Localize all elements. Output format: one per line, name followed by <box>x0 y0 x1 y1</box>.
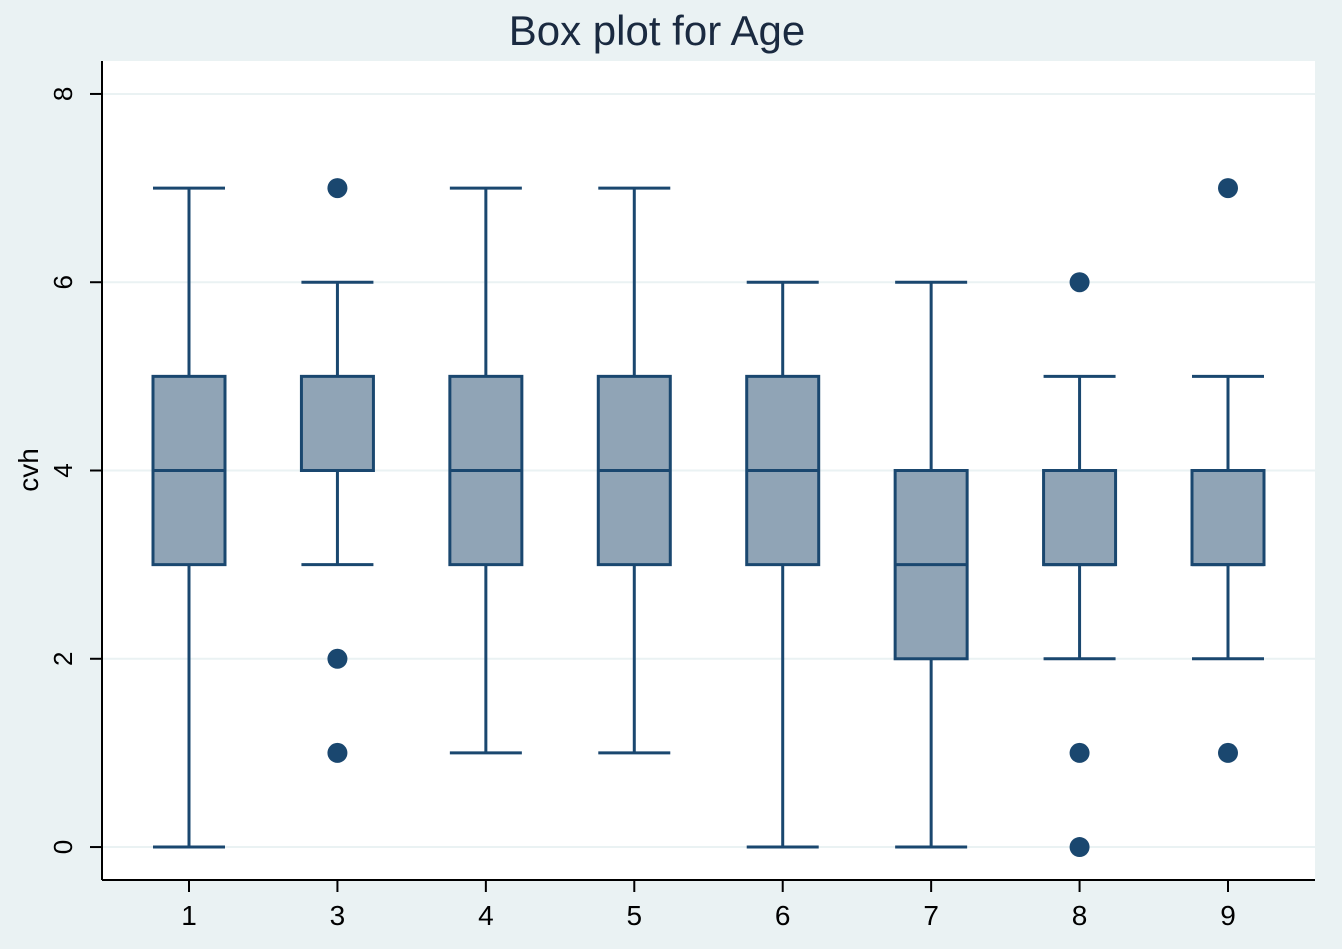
y-axis-ticks: 0 2 4 6 8 <box>48 87 102 854</box>
x-axis-ticks: 1 3 4 5 6 7 8 9 <box>181 880 1236 931</box>
box-8 <box>1042 272 1118 858</box>
chart-title: Box plot for Age <box>509 7 806 54</box>
outlier-point <box>327 648 348 669</box>
x-tick-label: 6 <box>775 900 791 931</box>
outlier-point <box>1218 742 1238 763</box>
y-tick-label: 2 <box>48 652 78 666</box>
box-7 <box>893 280 969 849</box>
outlier-point <box>1218 178 1238 199</box>
x-tick-label: 9 <box>1220 900 1236 931</box>
box-6 <box>745 280 821 849</box>
box-9 <box>1190 178 1266 763</box>
iqr-box <box>1190 469 1266 567</box>
box-1 <box>151 186 227 849</box>
outlier-point <box>1069 742 1090 763</box>
iqr-box <box>1042 469 1118 567</box>
outlier-point <box>1069 837 1090 858</box>
x-tick-label: 7 <box>923 900 939 931</box>
outlier-point <box>327 742 348 763</box>
y-axis-label: cvh <box>13 448 44 492</box>
box-3 <box>299 178 375 763</box>
x-tick-label: 3 <box>330 900 346 931</box>
x-tick-label: 4 <box>478 900 494 931</box>
box-5 <box>596 186 672 755</box>
box-4 <box>448 186 524 755</box>
outlier-point <box>327 178 348 199</box>
y-tick-label: 0 <box>48 840 78 854</box>
outlier-point <box>1069 272 1090 293</box>
x-tick-label: 8 <box>1072 900 1088 931</box>
y-tick-label: 4 <box>48 463 78 477</box>
iqr-box <box>299 374 375 472</box>
y-tick-label: 8 <box>48 87 78 101</box>
boxes <box>151 178 1266 858</box>
x-tick-label: 1 <box>181 900 197 931</box>
x-tick-label: 5 <box>626 900 642 931</box>
y-tick-label: 6 <box>48 275 78 289</box>
